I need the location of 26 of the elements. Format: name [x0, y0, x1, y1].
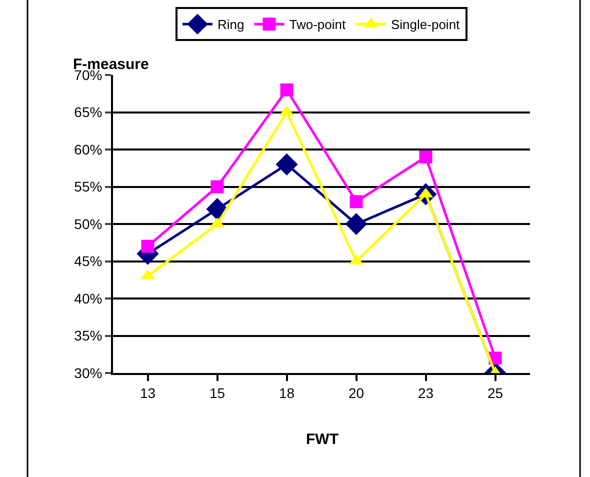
legend-label: Two-point [289, 17, 346, 32]
y-tick-label: 60% [74, 141, 102, 158]
y-tick-label: 35% [74, 328, 102, 344]
y-tick-label: 50% [74, 216, 102, 232]
x-tick-label: 18 [278, 384, 295, 401]
y-tick-label: 45% [74, 253, 102, 270]
x-tick-label: 20 [348, 384, 364, 401]
y-tick-label: 30% [74, 364, 102, 381]
point [210, 180, 224, 194]
point [206, 198, 228, 220]
x-tick-label: 25 [487, 384, 504, 401]
point [280, 83, 294, 96]
point [350, 195, 363, 208]
point [419, 150, 432, 164]
x-tick-label: 13 [140, 384, 156, 401]
point [345, 212, 368, 236]
x-tick-label: 23 [418, 384, 434, 401]
y-tick-label: 55% [74, 178, 102, 195]
point [276, 153, 298, 176]
legend-label: Single-point [391, 17, 460, 32]
x-tick-label: 15 [209, 384, 226, 401]
x-axis-title: FWT [306, 431, 338, 448]
point [141, 240, 154, 253]
legend-label: Ring [218, 17, 244, 32]
y-tick-label: 65% [74, 104, 102, 120]
y-tick-label: 40% [74, 290, 102, 306]
